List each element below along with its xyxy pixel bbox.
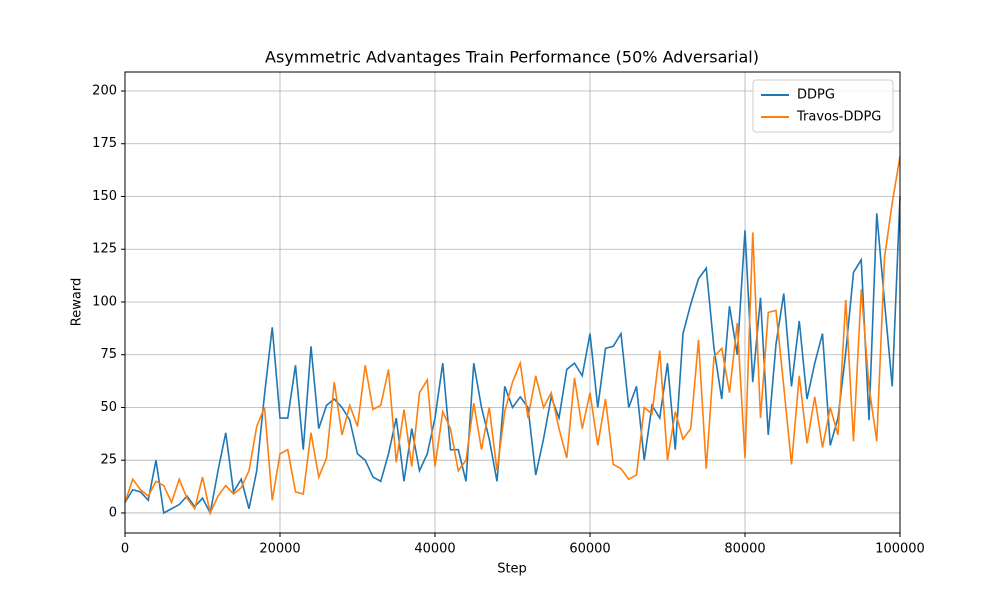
x-tick-label: 20000 <box>259 542 300 557</box>
y-tick-label: 0 <box>109 505 117 520</box>
data-line <box>124 196 901 516</box>
x-tick-label: 80000 <box>724 542 765 557</box>
legend: DDPG Travos-DDPG <box>752 79 894 133</box>
y-tick-label: 100 <box>92 294 117 309</box>
y-tick-label: 50 <box>100 400 117 415</box>
plot-frame <box>124 71 901 534</box>
legend-label: DDPG <box>797 88 835 103</box>
data-line <box>124 156 901 516</box>
y-tick-label: 125 <box>92 242 117 257</box>
y-tick-label: 25 <box>100 453 117 468</box>
x-tick-label: 40000 <box>414 542 455 557</box>
y-tick-label: 175 <box>92 136 117 151</box>
legend-box <box>752 79 894 133</box>
y-tick-label: 75 <box>100 347 117 362</box>
x-axis-label: Step <box>497 562 527 577</box>
x-tick-label: 100000 <box>875 542 925 557</box>
y-tick-label: 150 <box>92 189 117 204</box>
chart-title: Asymmetric Advantages Train Performance … <box>265 48 759 67</box>
x-tick-label: 60000 <box>569 542 610 557</box>
legend-label: Travos-DDPG <box>796 110 881 125</box>
y-tick-label: 200 <box>92 83 117 98</box>
x-tick-label: 0 <box>121 542 129 557</box>
y-axis-label: Reward <box>70 278 85 326</box>
